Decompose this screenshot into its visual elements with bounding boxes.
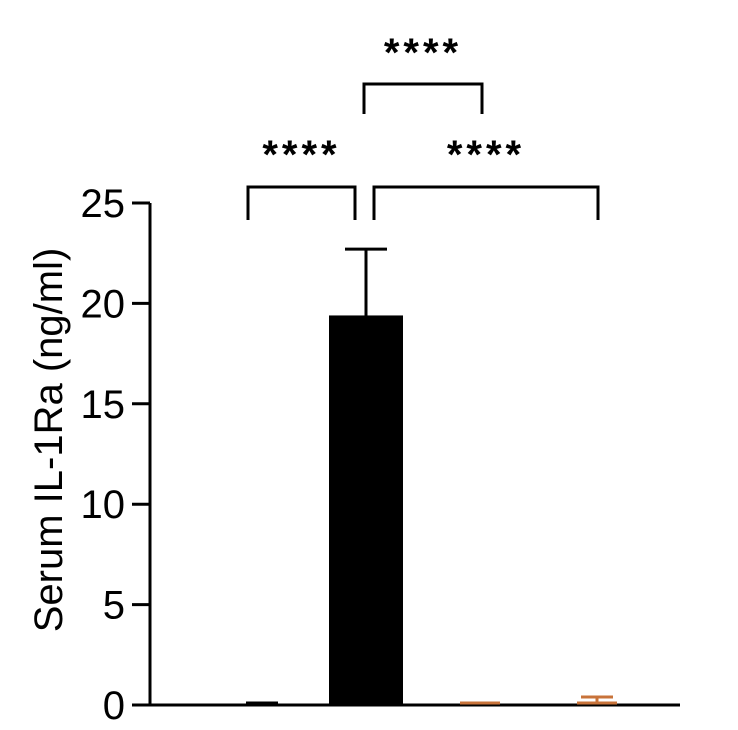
- y-tick-label: 0: [103, 684, 125, 725]
- y-tick-label: 10: [81, 483, 126, 527]
- significance-label: ****: [384, 31, 462, 75]
- significance-bracket: [362, 82, 484, 114]
- y-tick-label: 20: [81, 282, 126, 326]
- y-tick-label: 25: [81, 182, 126, 226]
- significance-bracket: [246, 185, 357, 220]
- y-tick-label: 5: [103, 584, 125, 628]
- bar: [329, 315, 403, 705]
- y-axis-title: Serum IL-1Ra (ng/ml): [27, 248, 71, 633]
- significance-label: ****: [447, 133, 525, 177]
- significance-bracket: [372, 185, 600, 220]
- significance-label: ****: [262, 133, 340, 177]
- y-tick-label: 15: [81, 383, 126, 427]
